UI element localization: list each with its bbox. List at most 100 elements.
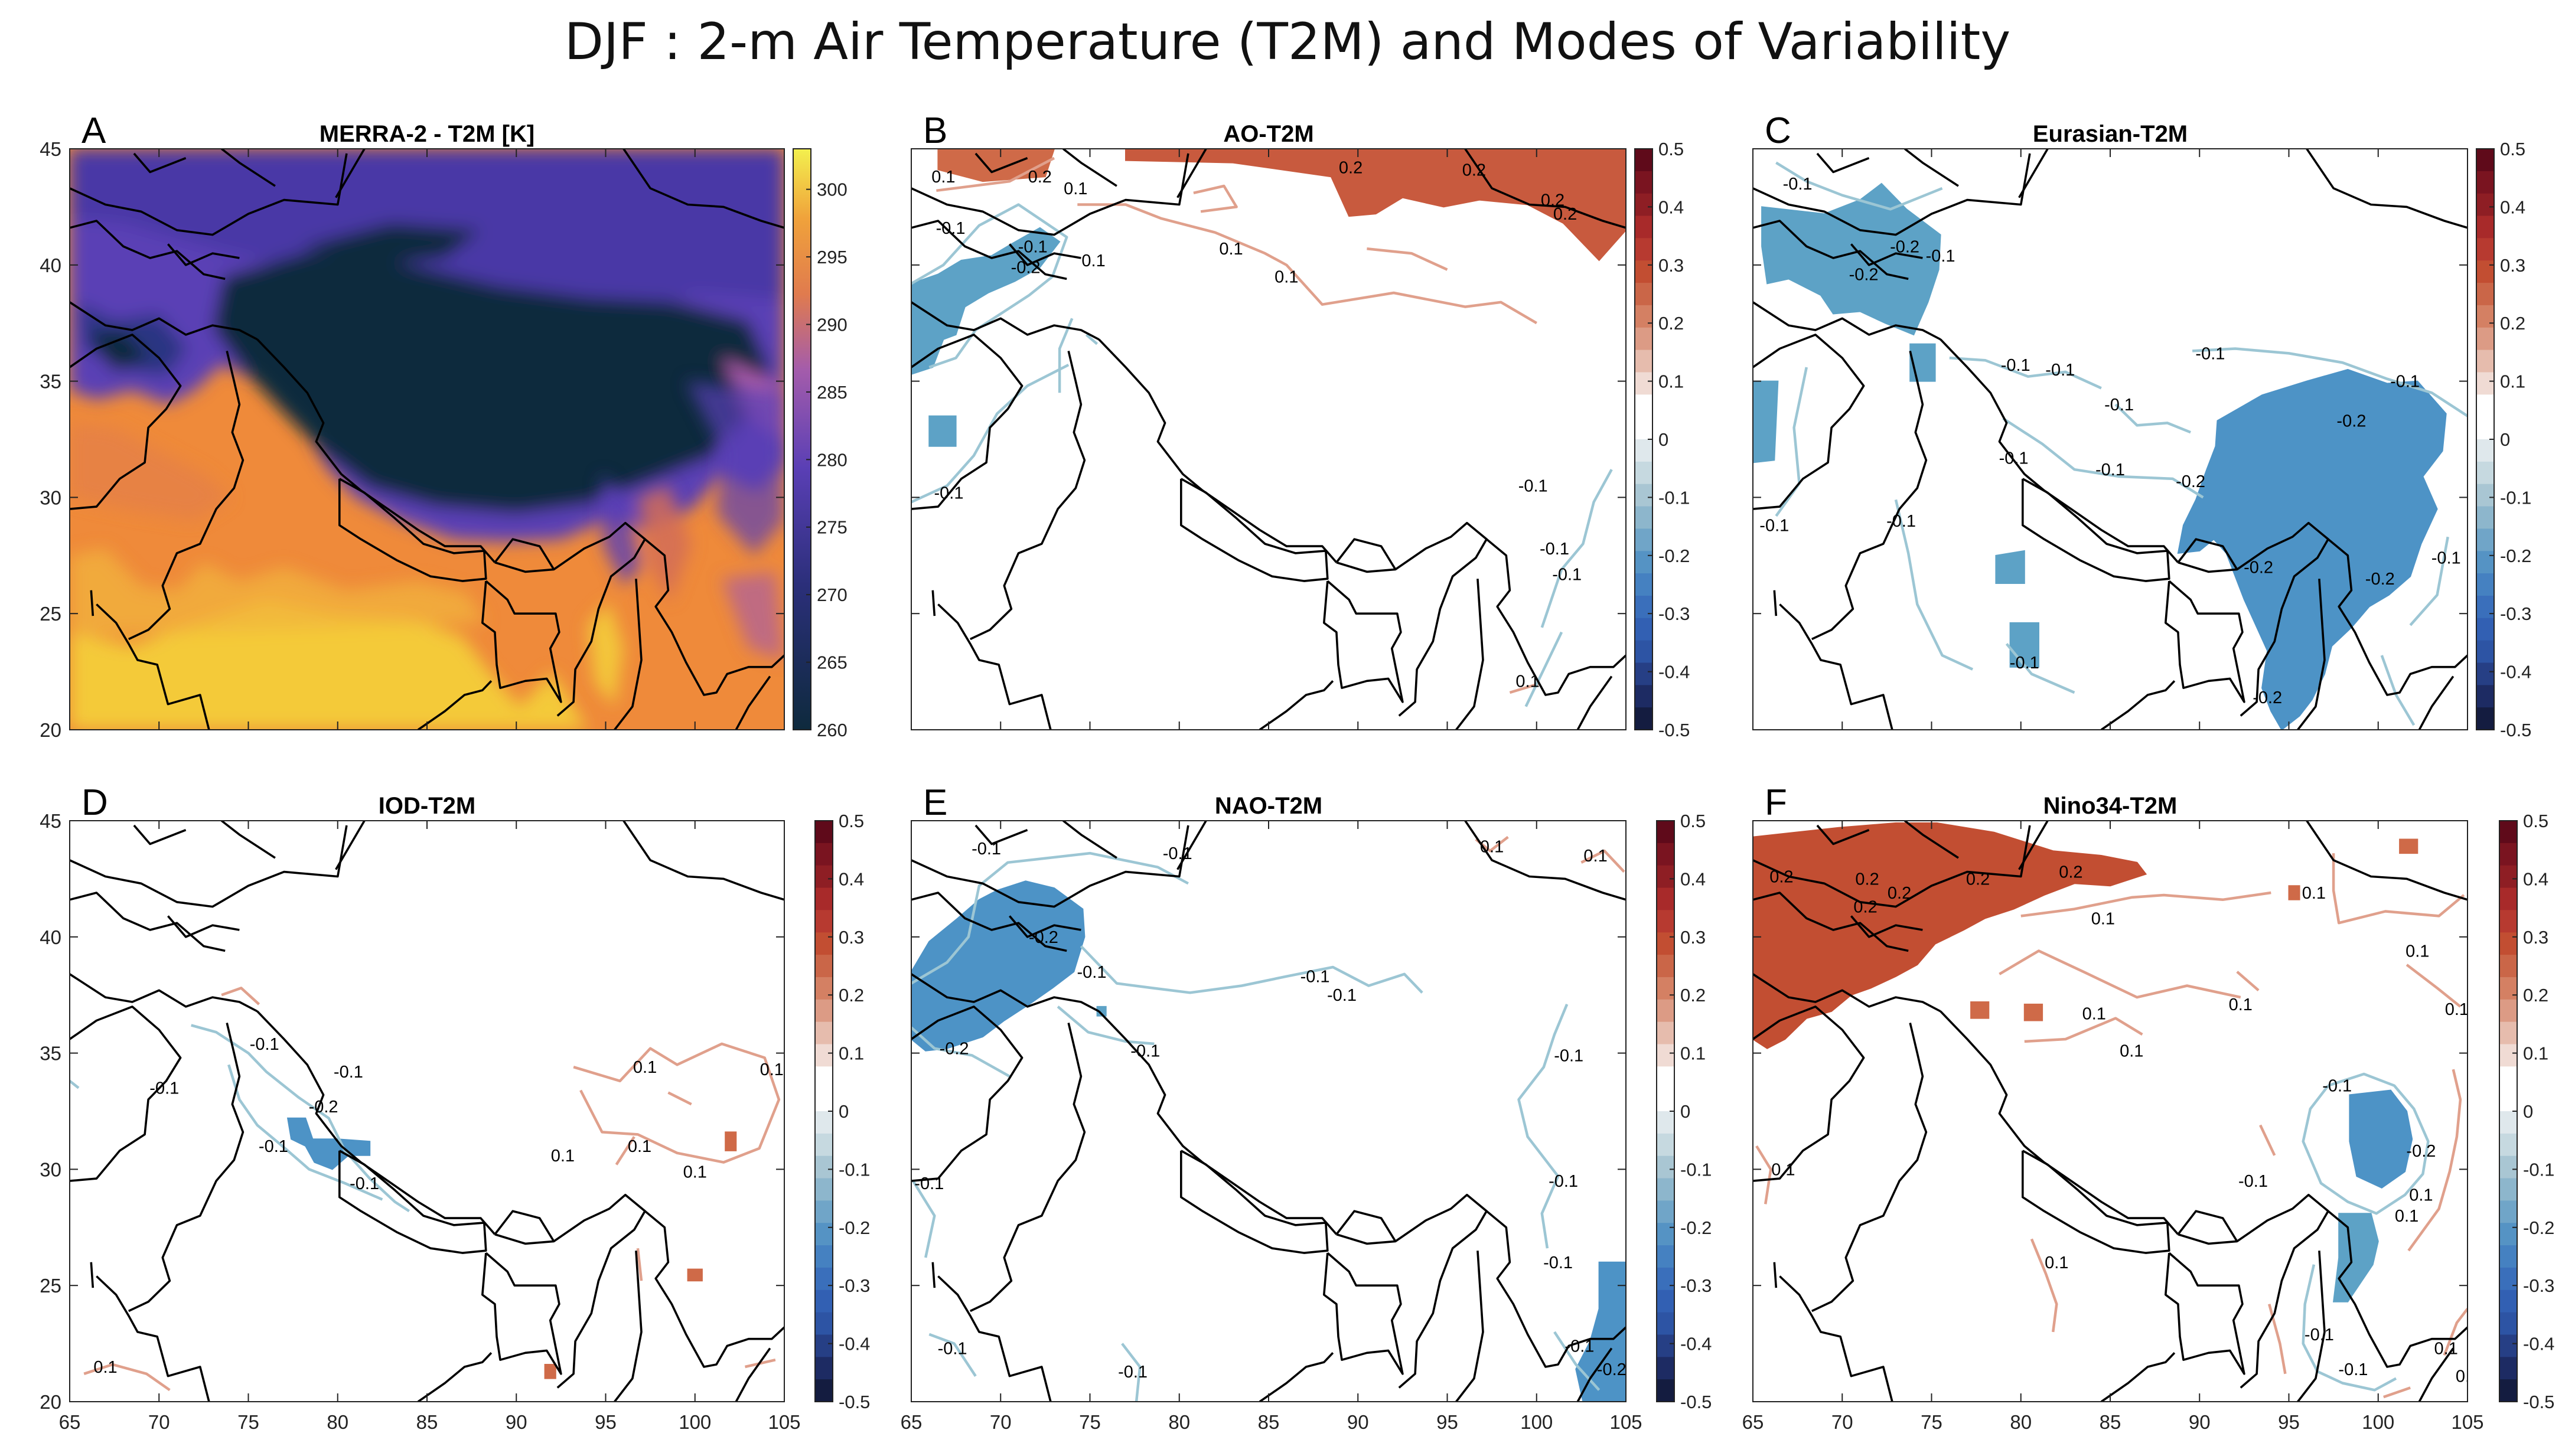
country-border (1779, 603, 1893, 730)
colorbar-tick-label: -0.3 (1680, 1275, 1712, 1296)
country-border (1779, 1275, 1893, 1402)
anomaly-patch (928, 415, 957, 447)
negative-contour (1121, 1343, 1142, 1402)
x-tick-label: 70 (990, 1411, 1012, 1433)
x-tick-label: 75 (1921, 1411, 1942, 1433)
colorbar-tick-label: -0.1 (1680, 1159, 1712, 1180)
country-border (1455, 1251, 1484, 1402)
colorbar-swatch (1635, 662, 1652, 685)
x-tick-label: 80 (1168, 1411, 1190, 1433)
colorbar-tick-label: -0.3 (2500, 603, 2531, 624)
country-border (2018, 821, 2049, 870)
colorbar-tick-label: -0.4 (2523, 1334, 2554, 1354)
negative-contour (1517, 1004, 1569, 1249)
colorbar-swatch (1657, 821, 1674, 844)
colorbar-tick-label: 0.4 (1658, 197, 1684, 217)
positive-contour (2030, 1238, 2058, 1333)
contour-label: -0.2 (2253, 688, 2282, 707)
country-border (1323, 580, 1404, 703)
contour-label: 0.2 (1966, 870, 1990, 889)
country-border (1816, 152, 1870, 174)
contour-label: -0.1 (1540, 540, 1569, 559)
colorbar-swatch (2499, 1066, 2517, 1089)
contour-label: -0.1 (1163, 844, 1192, 863)
country-border (1753, 153, 2031, 236)
country-border (1773, 590, 1778, 616)
colorbar-swatch (1635, 685, 1652, 708)
colorbar-tick-label: -0.3 (839, 1275, 870, 1296)
country-border (2018, 149, 2049, 198)
contour-label: 0.1 (2120, 1042, 2143, 1061)
country-border (338, 478, 487, 582)
country-border (481, 1252, 562, 1375)
colorbar-swatch (1657, 1312, 1674, 1336)
country-border (417, 680, 493, 730)
colorbar-swatch (1657, 1289, 1674, 1313)
colorbar-swatch (1635, 283, 1652, 306)
colorbar-swatch (1657, 1357, 1674, 1380)
colorbar-swatch (2476, 573, 2494, 596)
anomaly-patch (1753, 380, 1779, 463)
colorbar-swatch (1635, 506, 1652, 529)
negative-contour (1540, 469, 1613, 628)
country-border (1394, 1193, 1488, 1389)
anomaly-patch (1575, 1261, 1626, 1402)
colorbar-swatch (1635, 439, 1652, 462)
colorbar-swatch (815, 1021, 833, 1045)
colorbar-swatch (2476, 551, 2494, 574)
colorbar-swatch (1635, 573, 1652, 596)
country-border (1576, 1347, 1613, 1402)
country-border (2297, 1251, 2326, 1402)
country-border (911, 825, 1189, 908)
colorbar: 300 295 290 285 280 275 270 265 260 (793, 148, 848, 740)
country-border (911, 892, 1067, 952)
country-border (931, 590, 936, 616)
y-tick-label: 20 (40, 719, 61, 741)
colorbar-swatch (1635, 327, 1652, 351)
colorbar-swatch (815, 999, 833, 1023)
country-border (1485, 1210, 1626, 1368)
colorbar-swatch (1635, 305, 1652, 328)
country-border (1903, 821, 1959, 859)
country-border (553, 521, 646, 717)
colorbar-swatch (2476, 305, 2494, 328)
positive-contour (936, 156, 1055, 192)
colorbar-tick-label: -0.4 (839, 1334, 870, 1354)
country-border (2022, 1150, 2170, 1254)
contour-label: -0.2 (2336, 412, 2366, 431)
x-tick-label: 105 (768, 1411, 800, 1433)
colorbar-swatch (815, 1066, 833, 1089)
x-tick-label: 70 (1831, 1411, 1853, 1433)
colorbar-swatch (815, 843, 833, 866)
colorbar-swatch (815, 910, 833, 933)
negative-contour (1775, 161, 1943, 211)
country-border (1062, 149, 1117, 187)
colorbar-swatch (2476, 149, 2494, 172)
contour-label: 0.1 (1480, 837, 1504, 856)
country-border (735, 1347, 771, 1402)
positive-contour (1193, 184, 1238, 213)
colorbar-tick-label: -0.3 (1658, 603, 1690, 624)
contour-label: -0.1 (2001, 356, 2030, 375)
colorbar-tick-label: -0.2 (2523, 1217, 2554, 1238)
contour-label: 0.1 (2045, 1253, 2068, 1272)
country-border (256, 338, 496, 563)
colorbar-swatch (2499, 932, 2517, 955)
colorbar-tick-label: 0 (839, 1101, 849, 1122)
map-area: -0.1 -0.2 -0.2 -0.1 -0.1 -0.1 -0.1 -0.1 -0.1 -0.2… (1753, 149, 2468, 730)
colorbar-swatch (1635, 193, 1652, 217)
colorbar: 0.5 0.4 0.3 0.2 0.1 0 -0.1 -0.2 -0.3 -0.4 -0.5 (1634, 139, 1690, 740)
country-border (220, 149, 276, 187)
colorbar-swatch (815, 1289, 833, 1313)
x-tick-label: 100 (679, 1411, 711, 1433)
colorbar-swatch (1657, 1021, 1674, 1045)
country-border (1464, 149, 1626, 229)
colorbar-swatch (2476, 350, 2494, 373)
contour-label: -0.2 (2365, 570, 2395, 589)
colorbar-swatch (1657, 887, 1674, 910)
contour-label: -0.1 (1018, 237, 1048, 256)
colorbar-swatch (1635, 372, 1652, 395)
y-tick-label: 40 (40, 926, 61, 948)
contour-label: -0.1 (149, 1079, 179, 1098)
contour-label: -0.1 (1549, 1172, 1578, 1191)
